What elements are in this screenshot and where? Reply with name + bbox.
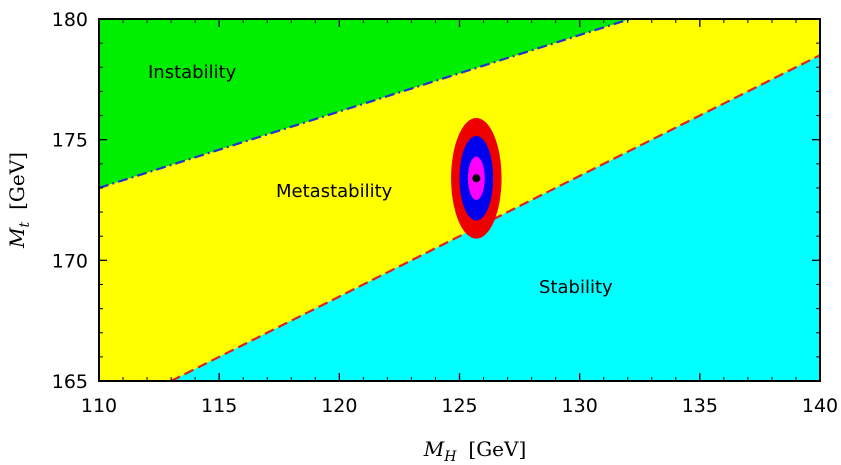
- region-label-stability: Stability: [539, 277, 613, 298]
- x-tick-label: 120: [321, 395, 357, 417]
- y-tick-label: 175: [52, 130, 88, 152]
- x-tick-label: 130: [562, 395, 598, 417]
- x-tick-label: 115: [201, 395, 237, 417]
- stability-boundary-line: [170, 54, 821, 382]
- y-axis: 165 170 175 180: [52, 9, 820, 393]
- x-tick-label: 135: [682, 395, 718, 417]
- x-tick-label: 140: [802, 395, 838, 417]
- region-instability: [99, 19, 631, 188]
- region-label-metastability: Metastability: [276, 181, 393, 202]
- y-axis-symbol: M: [5, 227, 29, 249]
- x-axis-subscript: H: [443, 449, 457, 465]
- x-tick-label: 125: [441, 395, 477, 417]
- y-tick-label: 165: [52, 371, 88, 393]
- y-axis-subscript: t: [17, 222, 33, 228]
- x-axis: 110 115 120 125 130 135 140: [81, 19, 838, 417]
- x-axis-unit: [GeV]: [468, 437, 526, 461]
- instability-boundary-line: [98, 17, 631, 189]
- plot-area: [98, 17, 821, 382]
- y-axis-unit: [GeV]: [5, 152, 29, 210]
- region-label-instability: Instability: [148, 62, 237, 83]
- x-axis-symbol: M: [423, 437, 445, 461]
- measurement-point: [472, 174, 481, 183]
- x-axis-title: MH [GeV]: [423, 437, 527, 465]
- y-axis-title: Mt [GeV]: [5, 152, 33, 249]
- x-tick-label: 110: [81, 395, 117, 417]
- y-tick-label: 180: [52, 9, 88, 31]
- y-tick-label: 170: [52, 250, 88, 272]
